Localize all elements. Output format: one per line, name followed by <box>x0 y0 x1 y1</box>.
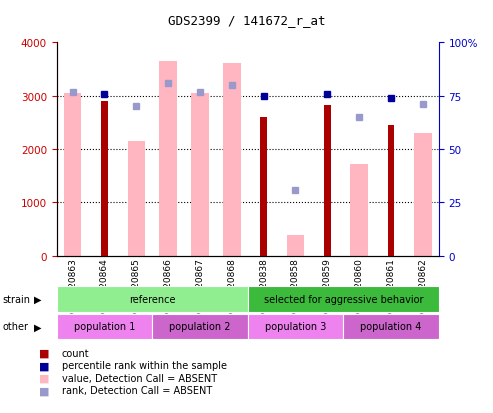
Bar <box>159 62 177 256</box>
Text: rank, Detection Call = ABSENT: rank, Detection Call = ABSENT <box>62 385 212 395</box>
Text: value, Detection Call = ABSENT: value, Detection Call = ABSENT <box>62 373 217 383</box>
Bar <box>287 236 304 256</box>
Bar <box>128 141 145 256</box>
Text: ▶: ▶ <box>34 322 41 332</box>
Bar <box>191 93 209 256</box>
Bar <box>388 125 394 256</box>
Bar <box>324 106 330 256</box>
Bar <box>101 102 107 256</box>
Text: population 2: population 2 <box>169 322 231 332</box>
Text: GDS2399 / 141672_r_at: GDS2399 / 141672_r_at <box>168 14 325 27</box>
Text: percentile rank within the sample: percentile rank within the sample <box>62 361 227 370</box>
Bar <box>414 134 431 256</box>
Text: population 1: population 1 <box>74 322 135 332</box>
Text: count: count <box>62 348 89 358</box>
Text: population 3: population 3 <box>265 322 326 332</box>
Text: ■: ■ <box>39 385 50 395</box>
Bar <box>247 314 343 339</box>
Text: reference: reference <box>129 294 176 304</box>
Text: population 4: population 4 <box>360 322 422 332</box>
Bar <box>260 118 267 256</box>
Text: other: other <box>2 322 29 332</box>
Text: ■: ■ <box>39 361 50 370</box>
Bar <box>247 286 439 312</box>
Text: ▶: ▶ <box>34 294 41 304</box>
Text: ■: ■ <box>39 373 50 383</box>
Text: selected for aggressive behavior: selected for aggressive behavior <box>263 294 423 304</box>
Bar <box>57 314 152 339</box>
Text: strain: strain <box>2 294 31 304</box>
Bar <box>64 93 81 256</box>
Bar <box>57 286 247 312</box>
Bar <box>351 165 368 256</box>
Text: ■: ■ <box>39 348 50 358</box>
Bar <box>223 64 241 256</box>
Bar <box>152 314 248 339</box>
Bar <box>343 314 439 339</box>
